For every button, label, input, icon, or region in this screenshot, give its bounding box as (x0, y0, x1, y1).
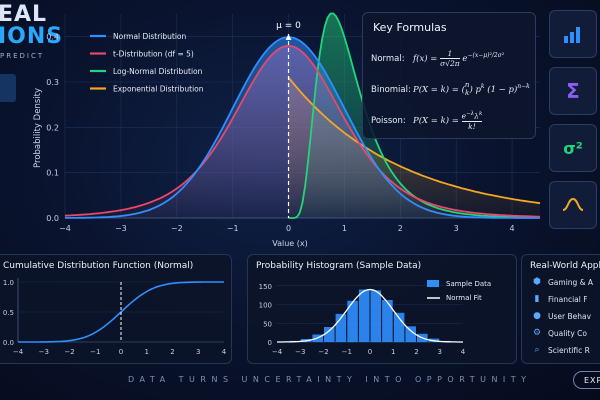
formula-normal-eq: f(x) = 1 σ√2π e−(x−μ)²/2σ² (413, 49, 505, 68)
legend-label: Log-Normal Distribution (113, 67, 203, 76)
main-x-ticks: −4 −3 −2 −1 0 1 2 3 4 (59, 224, 515, 233)
sigma-icon: Σ (566, 79, 580, 103)
explore-button[interactable]: EXP (573, 371, 600, 389)
bars-icon: ▮ (534, 294, 540, 304)
app-item-gaming[interactable]: ⬢ Gaming & A (532, 277, 593, 287)
main-x-tick-label: 0 (286, 224, 291, 233)
sigma-squared-icon: σ² (563, 138, 583, 158)
main-x-tick-label: −3 (115, 224, 127, 233)
series-fill-0 (65, 37, 540, 218)
formulas-title: Key Formulas (373, 21, 447, 34)
main-y-tick-label: 0.2 (46, 123, 59, 132)
main-x-tick-label: −1 (227, 224, 239, 233)
app-item-user-behavior[interactable]: ● User Behav (532, 311, 591, 321)
main-y-tick-label: 0.4 (46, 33, 59, 42)
formulas-card: Key Formulas Normal: f(x) = 1 σ√2π e−(x−μ)… (362, 12, 536, 139)
bar-chart-icon (564, 27, 580, 43)
app-item-label: Quality Co (548, 328, 588, 338)
cube-icon: ⬢ (533, 277, 541, 287)
formula-normal: Normal: f(x) = 1 σ√2π e−(x−μ)²/2σ² (371, 49, 504, 68)
title-line-1: EAL (0, 2, 48, 27)
page-title: EAL IONS (0, 4, 63, 48)
main-x-tick-label: 1 (342, 224, 347, 233)
applications-panel: Real-World Applic ⬢ Gaming & A ▮ Financial… (521, 254, 600, 364)
main-x-tick-label: 3 (454, 224, 459, 233)
app-item-label: Gaming & A (548, 277, 594, 287)
mean-label: μ = 0 (276, 21, 301, 31)
legend-label: Normal Distribution (113, 32, 187, 41)
search-icon: ⌕ (534, 345, 540, 355)
main-x-tick-label: −4 (59, 224, 71, 233)
app-item-quality[interactable]: ⚙ Quality Co (532, 328, 587, 338)
formula-poisson-eq: P(X = k) = e−λλk k! (413, 111, 483, 131)
wave-card[interactable] (549, 181, 597, 229)
main-y-axis-label: Probability Density (33, 88, 43, 168)
legend-label: t-Distribution (df = 5) (113, 50, 194, 59)
formula-poisson-label: Poisson: (371, 115, 406, 126)
wave-icon (562, 197, 584, 211)
mean-arrow (285, 34, 292, 40)
main-x-axis-label: Value (x) (272, 239, 308, 248)
app-item-scientific[interactable]: ⌕ Scientific R (532, 345, 590, 355)
main-x-tick-label: 2 (398, 224, 403, 233)
title-line-2: IONS (0, 24, 64, 49)
sigma-card[interactable]: Σ (549, 67, 597, 115)
page-subtitle: PREDICT (0, 52, 45, 60)
formula-binomial-label: Binomial: (371, 84, 411, 95)
app-item-label: Scientific R (548, 345, 590, 355)
cdf-title: Cumulative Distribution Function (Normal… (3, 261, 194, 271)
app-item-financial[interactable]: ▮ Financial F (532, 294, 588, 304)
main-x-tick-label: −2 (171, 224, 183, 233)
bar-chart-card[interactable] (549, 10, 597, 58)
cdf-panel: Cumulative Distribution Function (Normal… (0, 254, 232, 364)
histogram-panel: Probability Histogram (Sample Data) (247, 254, 517, 364)
formula-poisson: Poisson: P(X = k) = e−λλk k! (371, 110, 483, 131)
series-line-3 (287, 76, 541, 205)
main-y-tick-label: 0.3 (46, 78, 59, 87)
main-x-tick-label: 4 (510, 224, 515, 233)
main-y-tick-label: 0.0 (46, 214, 59, 223)
histogram-title: Probability Histogram (Sample Data) (256, 261, 422, 271)
main-lines (64, 12, 541, 219)
applications-title: Real-World Applic (530, 261, 600, 271)
series-line-0 (65, 36, 540, 219)
tagline: DATA TURNS UNCERTAINTY INTO OPPORTUNITY (128, 375, 532, 384)
formula-binomial: Binomial: P(X = k) = (n k) pk (1 − p)n−k (371, 81, 530, 97)
users-icon: ● (533, 311, 541, 321)
series-line-1 (64, 44, 541, 218)
sidebar-tab[interactable] (0, 74, 16, 102)
main-y-tick-label: 0.1 (46, 169, 59, 178)
formula-binomial-eq: P(X = k) = (n k) pk (1 − p)n−k (413, 81, 530, 97)
gear-icon: ⚙ (532, 328, 542, 338)
legend-label: Exponential Distribution (113, 85, 204, 94)
main-y-ticks: 0.0 0.1 0.2 0.3 0.4 (46, 33, 59, 223)
variance-card[interactable]: σ² (549, 124, 597, 172)
main-legend: Normal Distribution t-Distribution (df = … (90, 32, 204, 94)
formula-normal-label: Normal: (371, 54, 405, 64)
app-item-label: Financial F (548, 294, 588, 304)
app-item-label: User Behav (548, 311, 592, 321)
